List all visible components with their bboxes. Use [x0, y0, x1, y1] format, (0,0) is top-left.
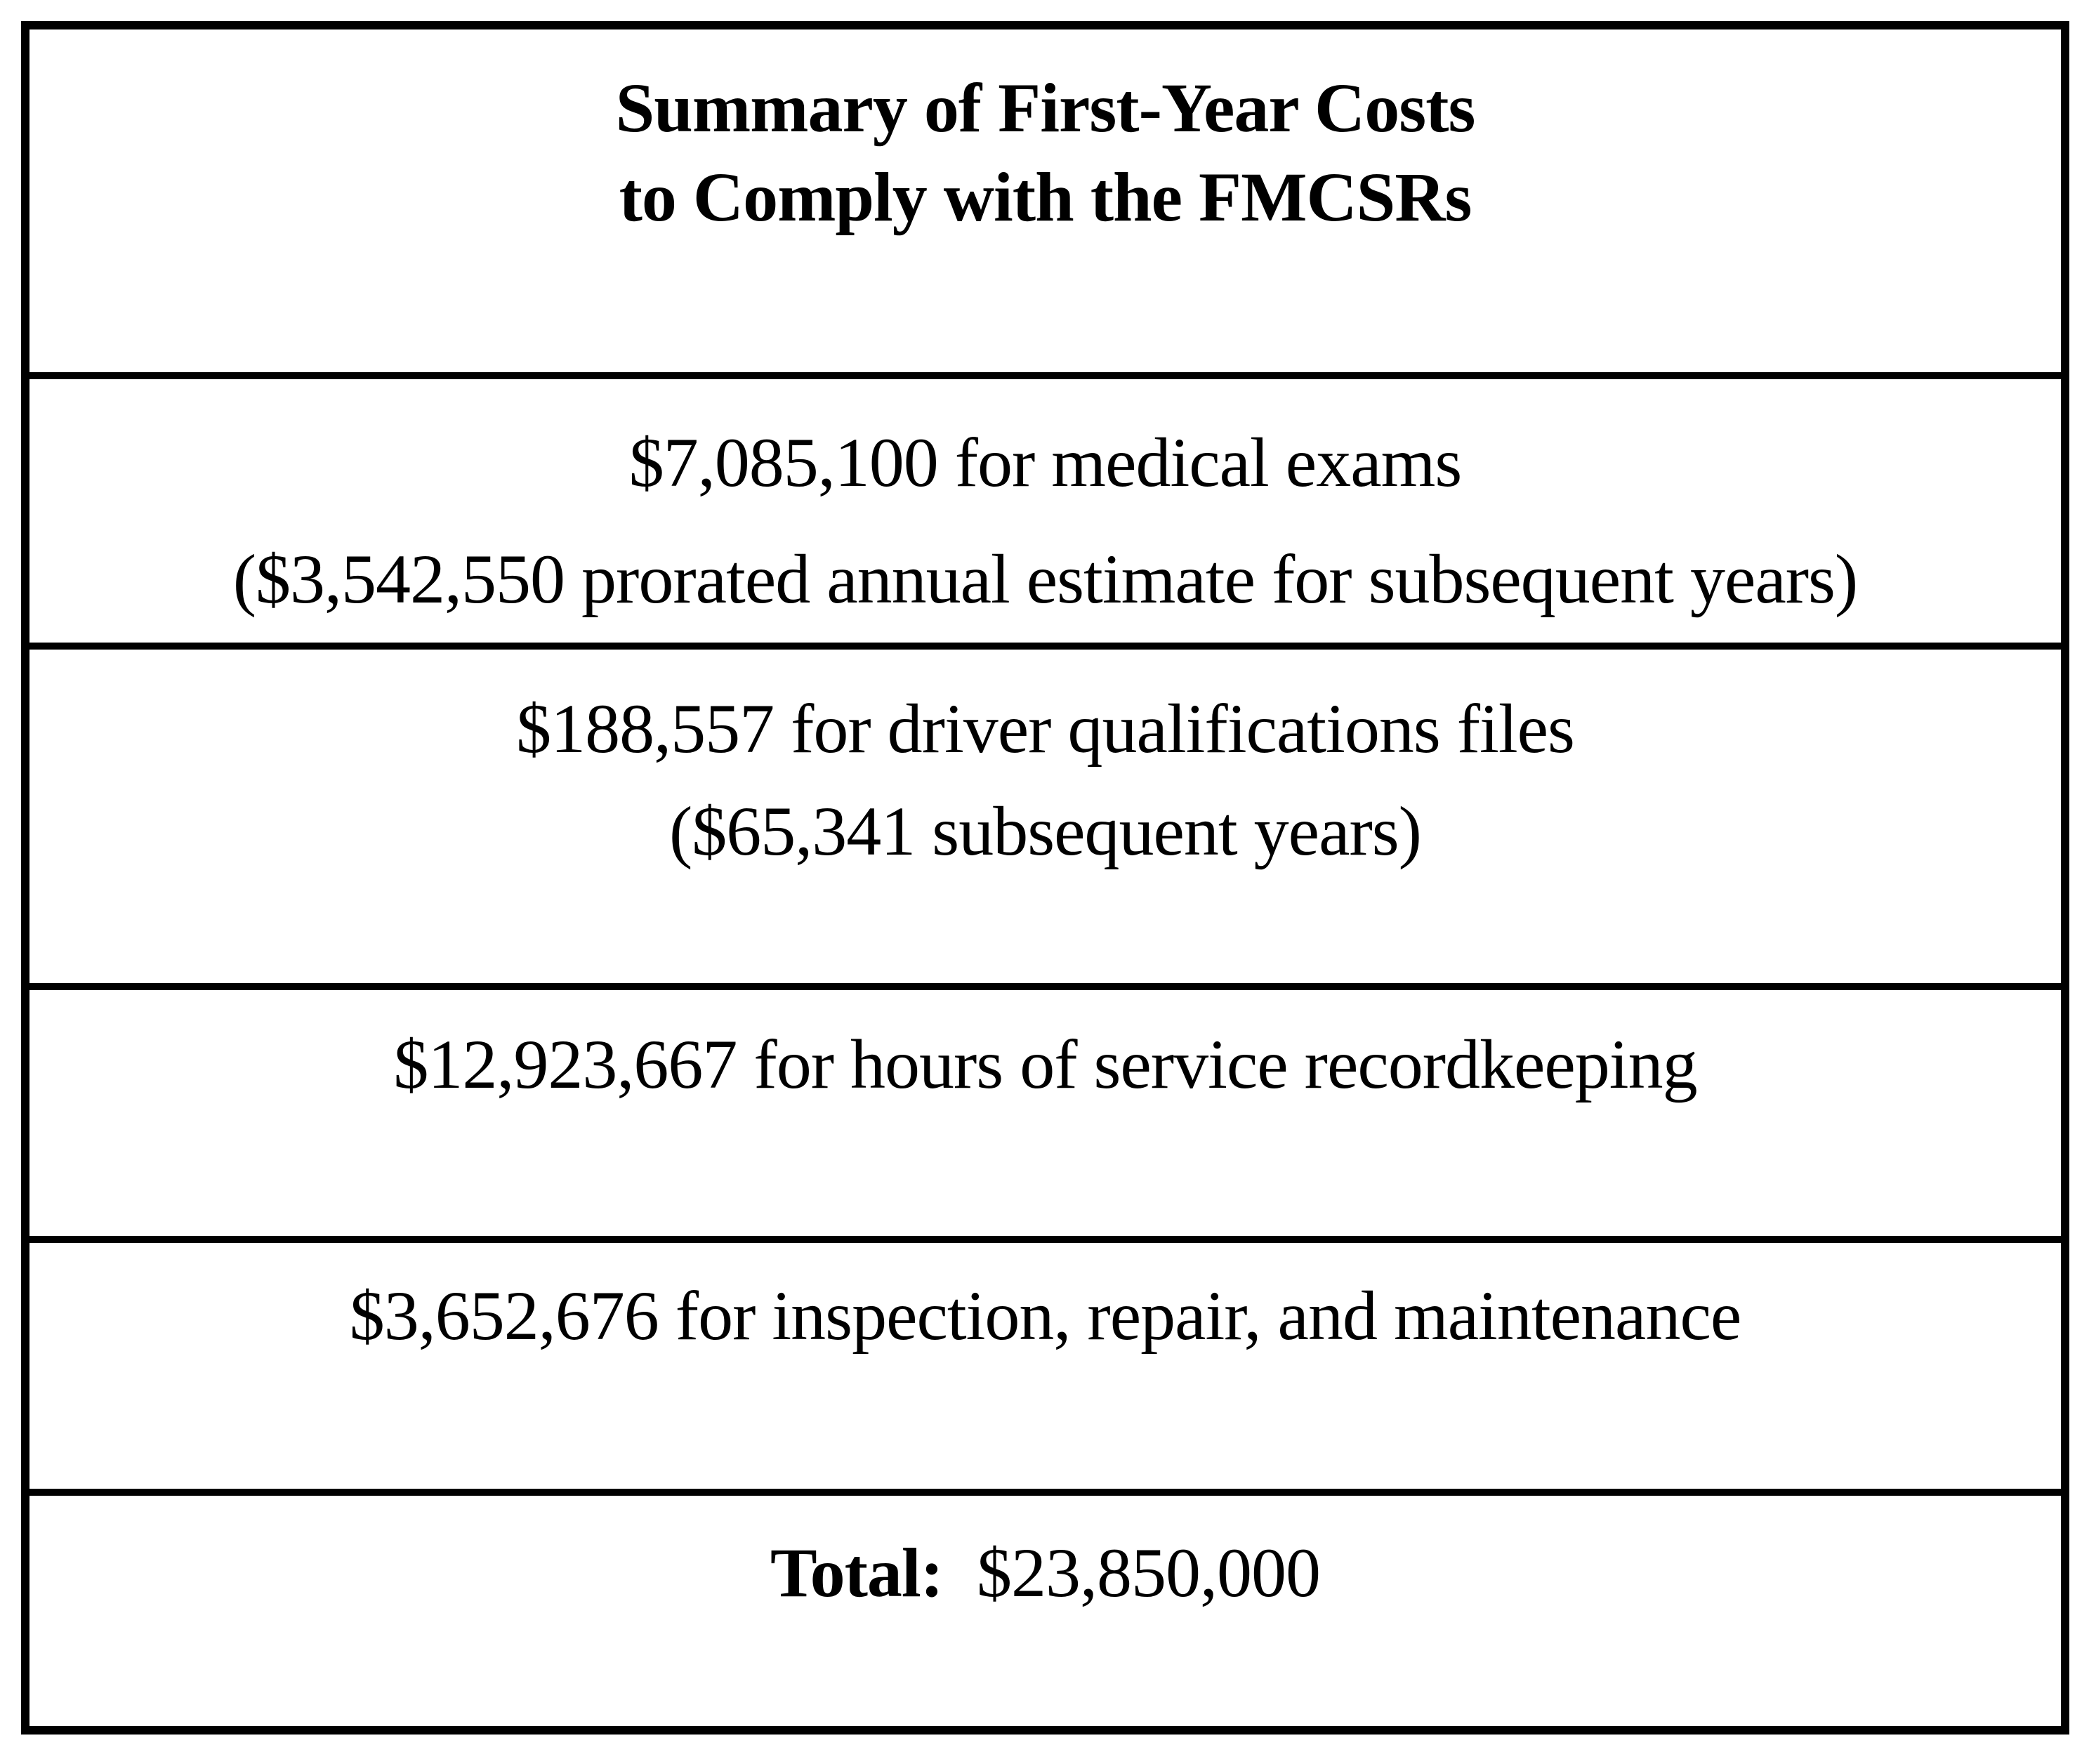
summary-cost-table: Summary of First-Year Costs to Comply wi… — [21, 21, 2069, 1735]
table-row-inspection-repair: $3,652,676 for inspection, repair, and m… — [29, 1236, 2061, 1489]
row-note-line: ($65,341 subsequent years) — [669, 792, 1422, 870]
total-amount: $23,850,000 — [976, 1534, 1321, 1612]
table-row-hours-of-service: $12,923,667 for hours of service recordk… — [29, 983, 2061, 1236]
total-line: Total: $23,850,000 — [29, 1531, 2061, 1615]
row-amount-line: $3,652,676 for inspection, repair, and m… — [349, 1277, 1741, 1355]
row-amount-line: $12,923,667 for hours of service recordk… — [393, 1025, 1697, 1103]
row-note-line: ($3,542,550 prorated annual estimate for… — [232, 540, 1858, 618]
total-label: Total: — [770, 1534, 944, 1612]
row-amount-line: $188,557 for driver qualifications files — [516, 690, 1575, 768]
table-row-driver-qualifications: $188,557 for driver qualifications files… — [29, 643, 2061, 983]
title-line-2: to Comply with the FMCSRs — [619, 158, 1472, 236]
row-amount-line: $7,085,100 for medical exams — [628, 423, 1463, 501]
table-title-row: Summary of First-Year Costs to Comply wi… — [29, 29, 2061, 372]
title-line-1: Summary of First-Year Costs — [615, 69, 1476, 147]
table-row-medical-exams: $7,085,100 for medical exams ($3,542,550… — [29, 372, 2061, 643]
table-row-total: Total: $23,850,000 — [29, 1489, 2061, 1726]
